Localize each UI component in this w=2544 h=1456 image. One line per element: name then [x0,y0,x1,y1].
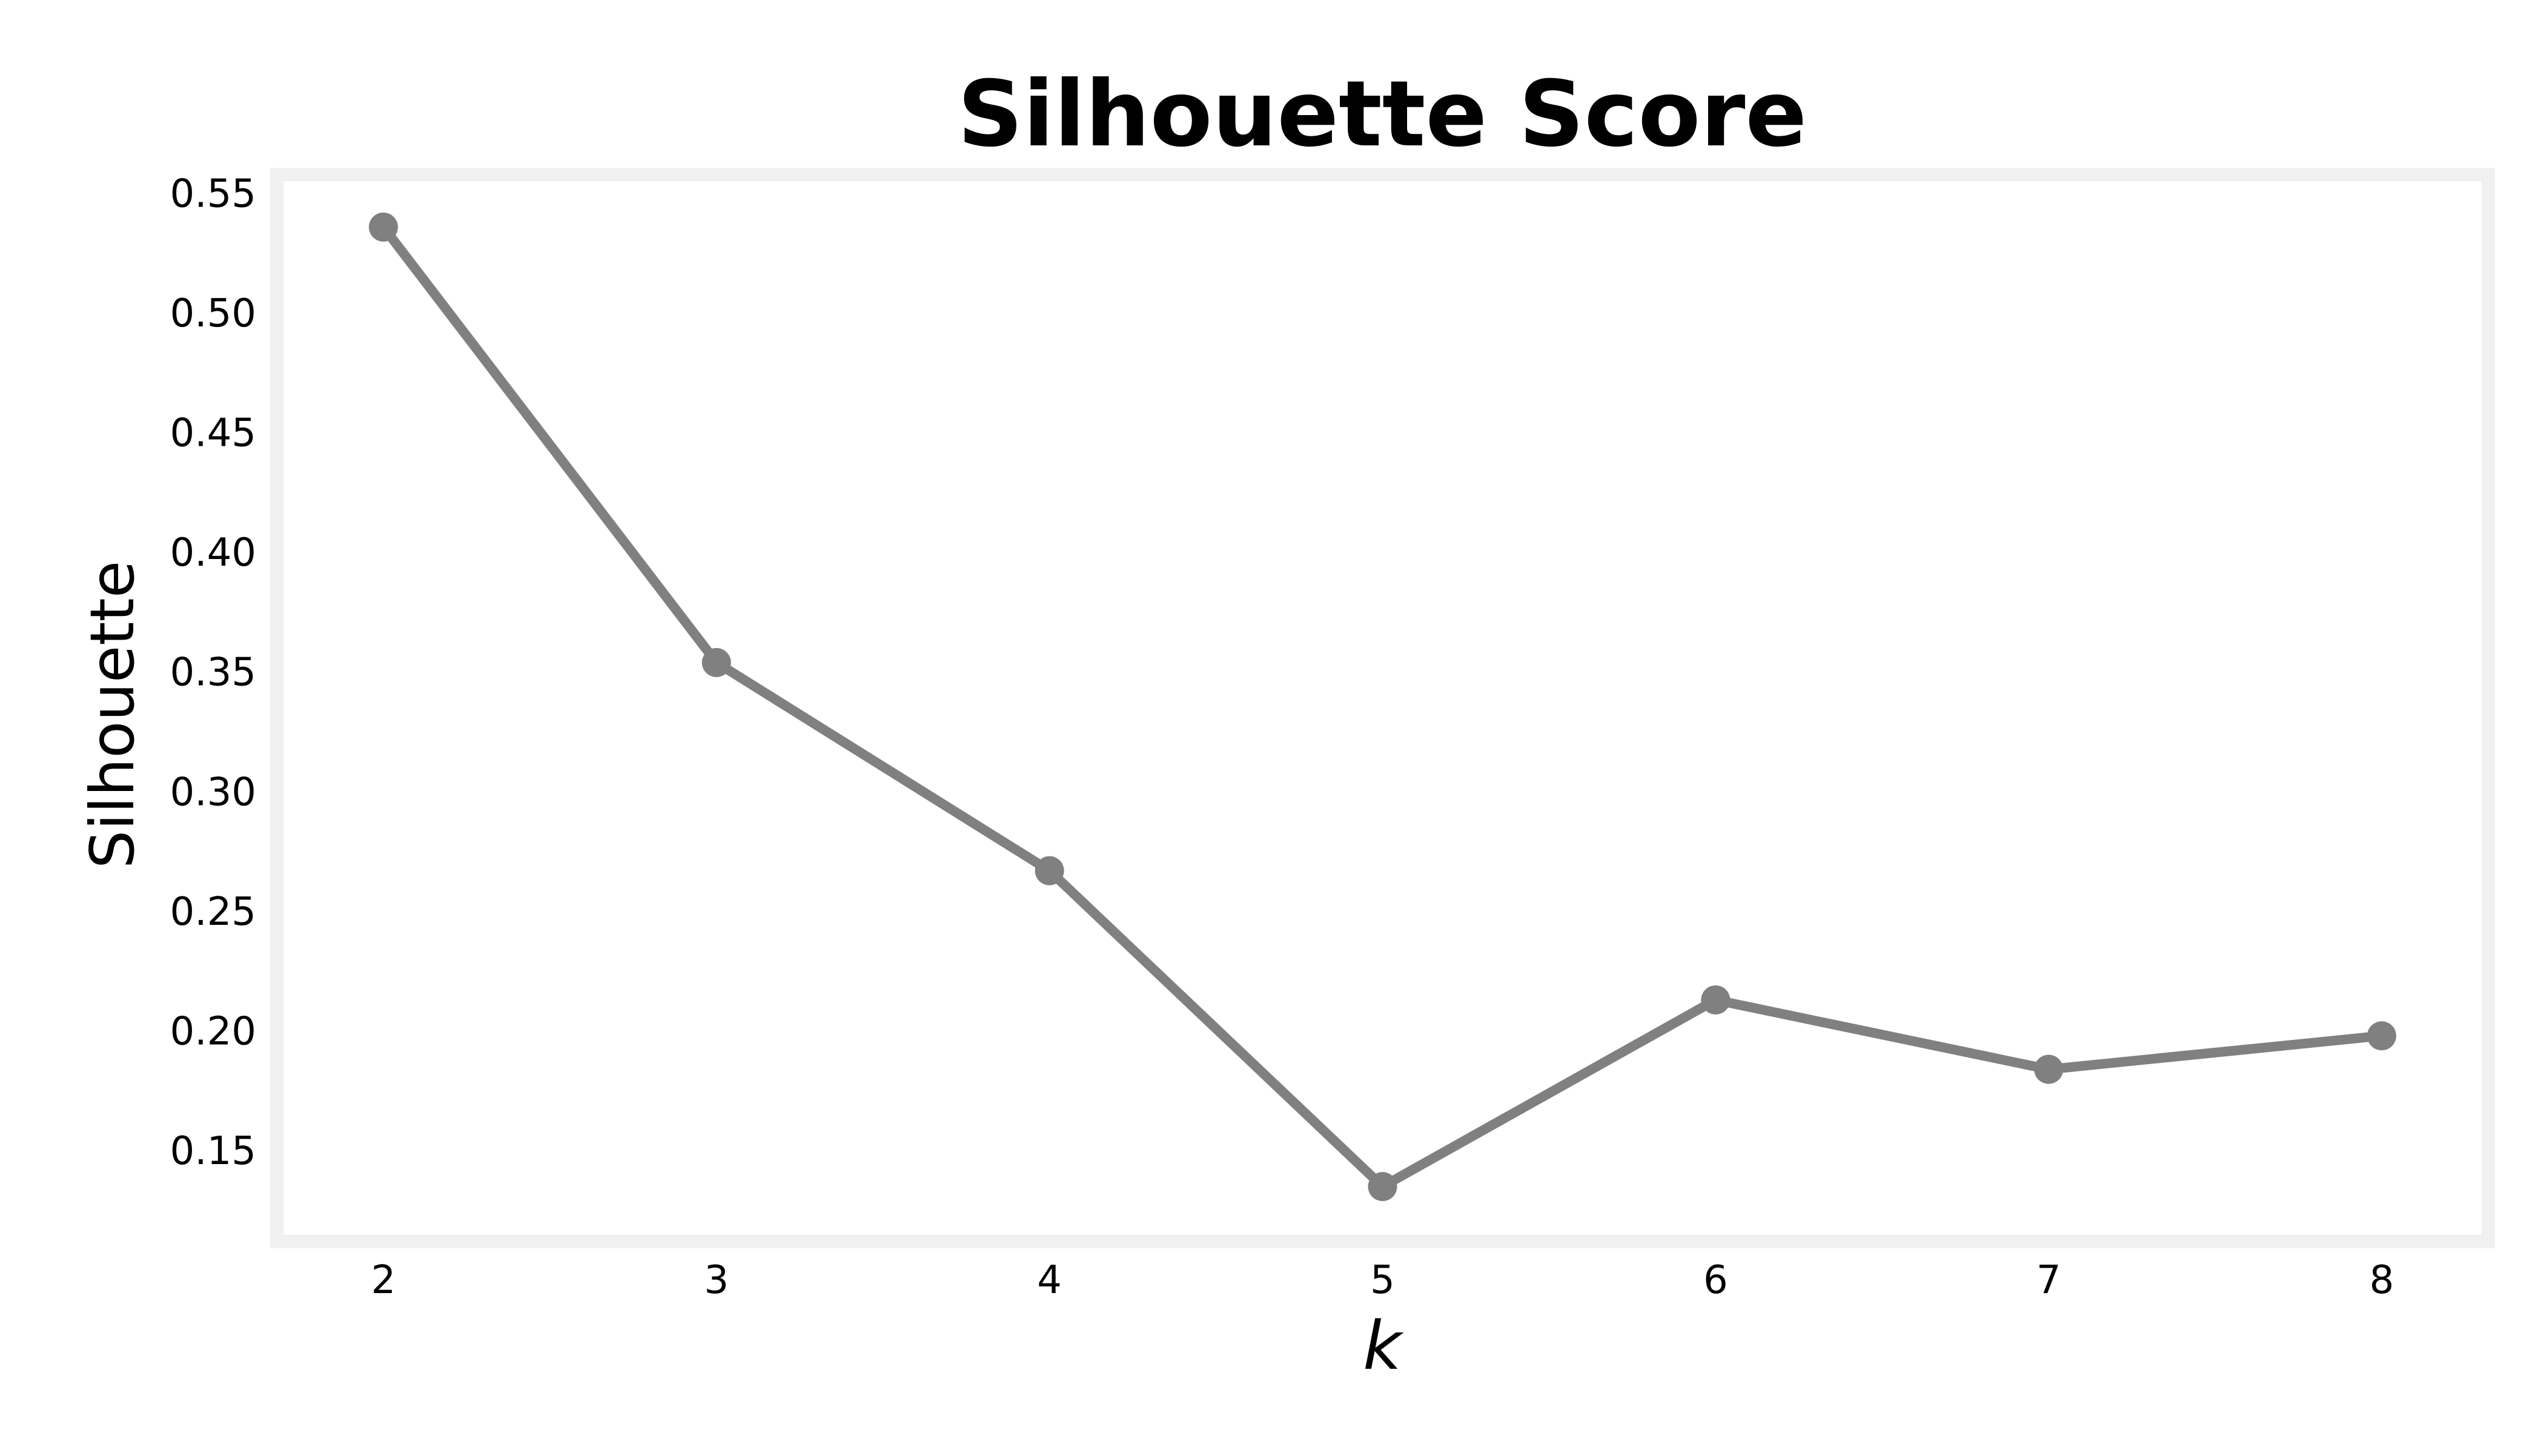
data-point [701,647,731,677]
x-tick-label: 3 [704,1258,729,1303]
y-axis-ticks: 0.15 0.20 0.25 0.30 0.35 0.40 0.45 0.50 0.55 [170,172,257,1174]
y-axis-label: Silhouette [77,561,148,869]
x-tick-label: 8 [2370,1258,2394,1303]
y-tick-label: 0.40 [170,531,257,575]
data-point [1368,1172,1397,1202]
x-tick-label: 7 [2036,1258,2061,1303]
y-tick-label: 0.50 [170,291,257,336]
chart-title: Silhouette Score [958,62,1807,167]
x-tick-label: 2 [371,1258,396,1303]
y-tick-label: 0.35 [170,650,257,695]
y-tick-label: 0.25 [170,890,257,935]
data-point [2367,1021,2397,1051]
y-tick-label: 0.55 [170,172,257,217]
x-tick-label: 6 [1703,1258,1728,1303]
x-axis-ticks: 2 3 4 5 6 7 8 [371,1258,2394,1303]
x-axis-label: k [1363,1307,1404,1385]
y-tick-label: 0.15 [170,1129,257,1174]
y-tick-label: 0.45 [170,411,257,456]
series-silhouette [368,212,2397,1202]
y-tick-label: 0.20 [170,1009,257,1054]
y-tick-label: 0.30 [170,770,257,815]
data-point [1701,985,1731,1014]
data-point [2034,1054,2064,1084]
data-point [1035,856,1064,885]
plot-area-frame [270,168,2495,1248]
data-point [368,212,398,242]
x-tick-label: 5 [1370,1258,1395,1303]
x-tick-label: 4 [1037,1258,1062,1303]
